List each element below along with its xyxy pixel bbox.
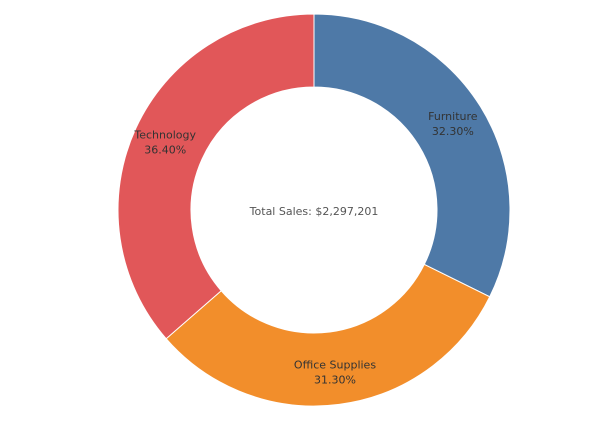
center-total-label: Total Sales: $2,297,201 <box>249 205 379 218</box>
donut-slice-office-supplies[interactable] <box>165 263 491 407</box>
donut-slice-furniture[interactable] <box>313 13 511 298</box>
slice-value-label-furniture: 32.30% <box>432 125 474 138</box>
slice-value-label-office-supplies: 31.30% <box>314 374 356 387</box>
donut-slice-technology[interactable] <box>117 13 315 340</box>
slice-labels-layer: Furniture 32.30% Office Supplies 31.30% Tech… <box>133 110 477 386</box>
slice-category-label-office-supplies: Office Supplies <box>294 359 376 372</box>
slice-category-label-technology: Technology <box>133 129 196 142</box>
slice-value-label-technology: 36.40% <box>144 144 186 157</box>
slice-category-label-furniture: Furniture <box>428 110 478 123</box>
slices-layer <box>117 13 511 407</box>
